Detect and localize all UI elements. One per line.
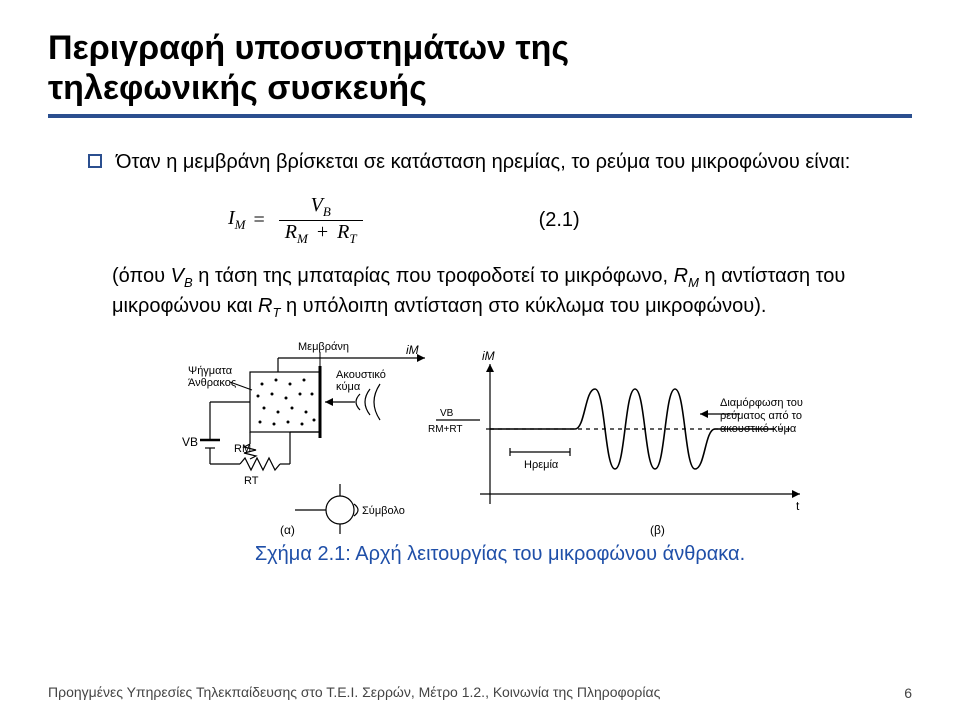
eq-equals: = <box>254 209 265 232</box>
bullet-text: Όταν η μεμβράνη βρίσκεται σε κατάσταση η… <box>116 148 850 176</box>
svg-text:VB: VB <box>182 435 198 449</box>
svg-text:iM: iM <box>406 343 419 357</box>
equation-row: IM = VB RM + RT (2.1) <box>228 194 912 246</box>
svg-text:VB: VB <box>440 408 454 419</box>
page-number: 6 <box>904 685 912 701</box>
svg-text:Ηρεμία: Ηρεμία <box>524 459 559 471</box>
svg-text:iM: iM <box>482 349 495 363</box>
figure: Μεμβράνη Ψήγματα Άνθρακος Ακουστικό κύμα… <box>180 334 820 539</box>
svg-text:RM+RT: RM+RT <box>428 424 463 435</box>
svg-text:Ακουστικό: Ακουστικό <box>336 369 386 381</box>
title-line-2: τηλεφωνικής συσκευής <box>48 69 427 107</box>
footer-text: Προηγμένες Υπηρεσίες Τηλεκπαίδευσης στο … <box>48 683 660 701</box>
svg-text:Διαμόρφωση του: Διαμόρφωση του <box>720 397 803 409</box>
svg-text:RT: RT <box>244 475 259 487</box>
figure-caption: Σχήμα 2.1: Αρχή λειτουργίας του μικροφών… <box>88 543 912 566</box>
svg-text:Μεμβράνη: Μεμβράνη <box>298 341 349 353</box>
bullet-icon <box>88 154 102 168</box>
title-rule <box>48 114 912 118</box>
svg-text:κύμα: κύμα <box>336 381 361 393</box>
title-line-1: Περιγραφή υποσυστημάτων της <box>48 29 569 67</box>
svg-text:t: t <box>796 499 800 513</box>
explain-text: (όπου VB η τάση της μπαταρίας που τροφοδ… <box>112 265 845 317</box>
svg-text:Ψήγματα: Ψήγματα <box>188 365 233 377</box>
svg-text:(β): (β) <box>650 523 665 537</box>
equation: IM = VB RM + RT <box>228 194 369 246</box>
svg-text:(α): (α) <box>280 523 295 537</box>
eq-number: (2.1) <box>539 209 580 232</box>
eq-I: IM <box>228 207 246 233</box>
svg-text:ρεύματος από το: ρεύματος από το <box>720 410 802 422</box>
svg-text:Άνθρακος: Άνθρακος <box>188 377 236 389</box>
bullet-item: Όταν η μεμβράνη βρίσκεται σε κατάσταση η… <box>88 148 912 176</box>
svg-text:ακουστικό κύμα: ακουστικό κύμα <box>720 423 797 435</box>
svg-text:RM: RM <box>234 443 251 455</box>
eq-fraction: VB RM + RT <box>279 194 363 246</box>
svg-text:Σύμβολο: Σύμβολο <box>362 505 405 517</box>
footer: Προηγμένες Υπηρεσίες Τηλεκπαίδευσης στο … <box>48 683 912 701</box>
